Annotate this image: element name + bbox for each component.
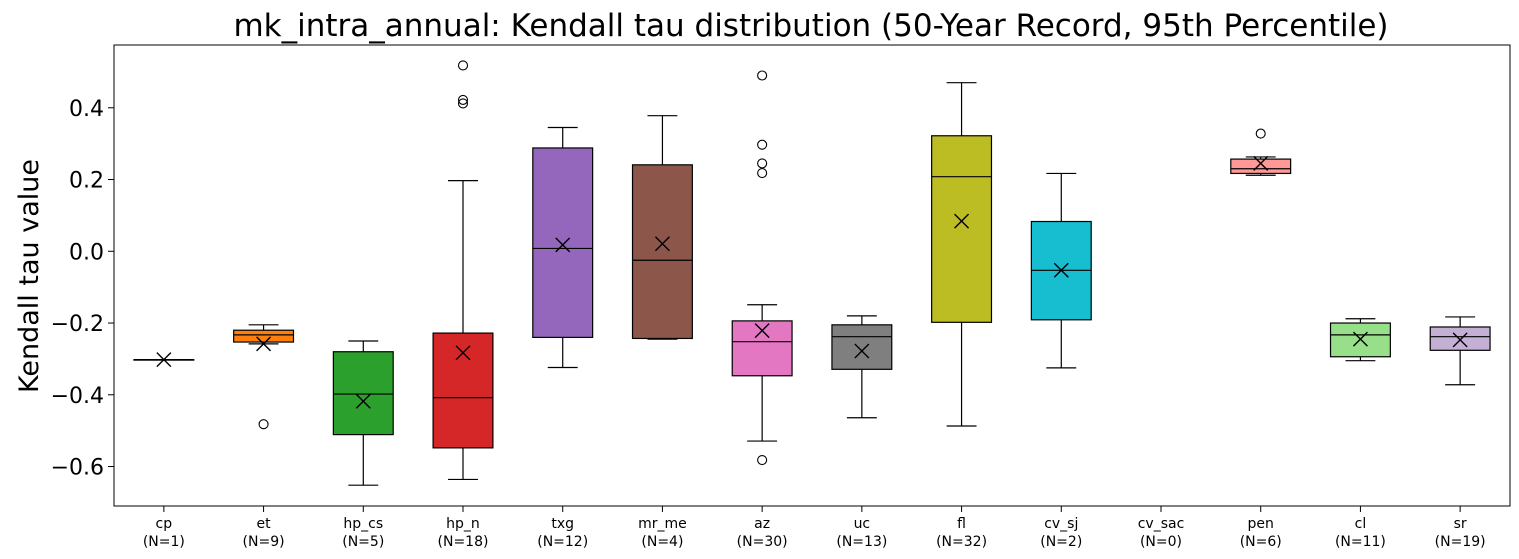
mean-marker [954, 213, 970, 229]
x-tick-count: (N=11) [1335, 534, 1386, 550]
x-tick-count: (N=18) [438, 534, 489, 550]
x-tick-count: (N=30) [737, 534, 788, 550]
mean-marker [854, 343, 870, 359]
outlier-point [757, 455, 768, 466]
mean-marker [1352, 331, 1368, 347]
mean-marker [156, 352, 172, 368]
x-tick-count: (N=2) [1040, 534, 1082, 550]
x-tick-count: (N=0) [1140, 534, 1182, 550]
y-tick-label: −0.2 [51, 312, 104, 337]
mean-marker [1053, 262, 1069, 278]
mean-marker [1253, 155, 1269, 171]
y-axis-label: Kendall tau value [14, 159, 45, 393]
x-tick-label: txg [551, 516, 574, 532]
box-group-cl [1329, 318, 1391, 362]
outlier-point [757, 168, 768, 179]
mean-marker [654, 236, 670, 252]
box-group-et [233, 324, 295, 430]
iqr-box [1230, 158, 1292, 175]
x-tick-count: (N=12) [537, 534, 588, 550]
box-group-cv_sj [1030, 172, 1092, 369]
plot-frame [113, 44, 1511, 507]
y-tick-label: 0.4 [69, 97, 104, 122]
y-tick-label: 0.0 [69, 240, 104, 265]
iqr-box [1429, 326, 1491, 351]
iqr-box [532, 147, 594, 338]
box-group-az [731, 70, 793, 466]
x-tick-label: sr [1454, 516, 1467, 532]
mean-marker [1452, 332, 1468, 348]
x-tick-label: cl [1355, 516, 1367, 532]
iqr-box [432, 332, 494, 449]
box-group-cp [133, 352, 195, 368]
x-axis: cp (N=1) et (N=9) hp_cs (N=5) hp_n (N=18) txg (N=… [143, 506, 1486, 550]
x-tick-label: uc [854, 516, 871, 532]
x-tick-count: (N=9) [243, 534, 285, 550]
y-tick-label: −0.4 [51, 384, 104, 409]
x-tick-label: pen [1248, 516, 1274, 532]
x-tick-label: et [257, 516, 272, 532]
x-tick-label: fl [957, 516, 966, 532]
iqr-box [831, 324, 893, 370]
x-tick-count: (N=5) [342, 534, 384, 550]
iqr-box [931, 135, 993, 323]
x-tick-count: (N=6) [1240, 534, 1282, 550]
iqr-box [233, 329, 295, 343]
iqr-box [631, 164, 693, 340]
x-tick-label: hp_cs [343, 516, 383, 532]
x-tick-label: az [754, 516, 770, 532]
x-tick-count: (N=32) [936, 534, 987, 550]
mean-marker [355, 393, 371, 409]
outlier-point [457, 94, 469, 105]
box-group-txg [532, 126, 594, 369]
iqr-box [731, 320, 793, 377]
outlier-point [757, 158, 768, 169]
outlier-point [258, 419, 269, 430]
outlier-point [757, 70, 768, 81]
x-tick-label: hp_n [446, 516, 480, 532]
mean-marker [256, 336, 272, 352]
plot-area [133, 60, 1491, 486]
box-group-uc [831, 315, 893, 419]
box-group-hp_n [432, 60, 494, 481]
box-group-fl [931, 82, 993, 427]
iqr-box [332, 351, 394, 436]
box-group-sr [1429, 316, 1491, 386]
x-tick-label: cp [156, 516, 173, 532]
outlier-point [457, 60, 469, 71]
y-tick-label: 0.2 [69, 169, 104, 194]
outlier-point [757, 139, 768, 150]
x-tick-count: (N=4) [641, 534, 683, 550]
outlier-point [1255, 128, 1266, 139]
x-tick-count: (N=13) [836, 534, 887, 550]
y-tick-label: −0.6 [51, 456, 104, 481]
y-axis: −0.6 −0.4 −0.2 0.0 0.2 0.4 [51, 97, 114, 481]
x-tick-label: mr_me [638, 516, 687, 532]
x-tick-count: (N=1) [143, 534, 185, 550]
x-tick-label: cv_sj [1044, 516, 1078, 532]
x-tick-label: cv_sac [1138, 516, 1185, 532]
mean-marker [754, 323, 770, 339]
box-group-hp_cs [332, 340, 394, 486]
box-group-pen [1230, 128, 1292, 176]
mean-marker [455, 345, 471, 361]
chart-title: mk_intra_annual: Kendall tau distributio… [233, 8, 1388, 44]
outlier-point [457, 98, 469, 109]
x-tick-count: (N=19) [1435, 534, 1486, 550]
mean-marker [555, 237, 571, 253]
box-group-mr_me [631, 115, 693, 340]
